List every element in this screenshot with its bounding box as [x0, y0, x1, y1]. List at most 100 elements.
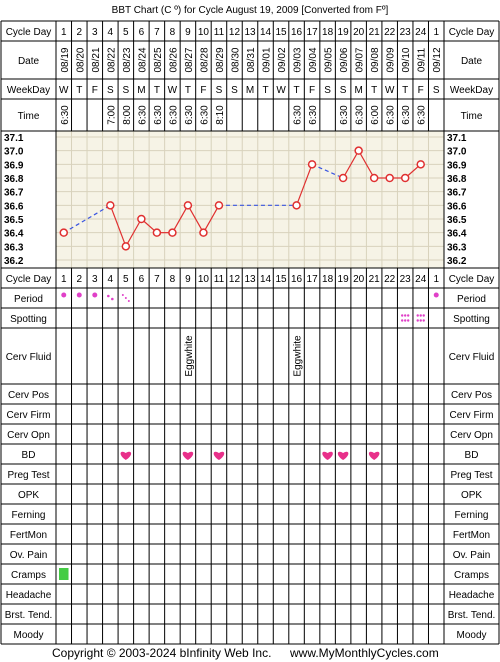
y-tick-label-right: 36.3 — [447, 242, 467, 253]
cycle-day-cell: 20 — [353, 27, 365, 38]
cycle-day-cell: 24 — [415, 27, 427, 38]
temperature-point — [292, 201, 301, 210]
cycle-day-cell: 3 — [92, 27, 98, 38]
column-headers: 11W08/196:3022T08/2033F08/2144S08/227:00… — [59, 27, 443, 285]
row-label-cerv-fluid: Cerv Fluid — [6, 352, 52, 363]
time-cell: 6:30 — [168, 105, 179, 125]
cycle-day-cell: 9 — [185, 274, 191, 285]
cycle-day-cell: 12 — [229, 274, 241, 285]
weekday-cell: W — [59, 85, 69, 96]
weekday-cell: S — [107, 85, 114, 96]
chart-frame — [0, 20, 500, 645]
cycle-day-cell: 22 — [384, 27, 396, 38]
temperature-point — [106, 201, 115, 210]
y-tick-label-right: 37.0 — [447, 147, 467, 158]
temperature-gap-segment — [311, 163, 344, 179]
cycle-day-cell: 1 — [61, 274, 67, 285]
temperature-point — [121, 242, 131, 251]
time-cell: 8:00 — [122, 105, 133, 125]
cycle-day-cell: 2 — [76, 27, 82, 38]
temperature-point — [137, 214, 146, 224]
plot-background — [56, 131, 444, 268]
y-tick-label-left: 36.3 — [4, 242, 24, 253]
temperature-point — [214, 201, 224, 210]
cycle-day-cell: 2 — [76, 274, 82, 285]
period-mark — [433, 292, 439, 298]
date-cell: 08/31 — [246, 47, 257, 72]
row-label-ferning: Ferning — [12, 510, 46, 521]
time-cell: 6:30 — [199, 105, 210, 125]
row-label-cycle-day: Cycle Day — [6, 27, 52, 38]
date-cell: 08/19 — [60, 47, 71, 72]
y-tick-label-right: 36.9 — [447, 160, 467, 171]
temperature-point — [354, 146, 363, 155]
footer-website[interactable]: www.MyMonthlyCycles.com — [289, 646, 439, 660]
cycle-day-cell: 16 — [291, 274, 303, 285]
temperature-gap-segment — [63, 204, 111, 234]
date-cell: 09/03 — [293, 47, 304, 72]
spotting-mark — [419, 319, 422, 322]
cycle-day-cell: 8 — [170, 27, 176, 38]
row-label-time: Time — [18, 111, 40, 122]
cycle-day-cell: 4 — [108, 274, 114, 285]
date-cell: 08/27 — [184, 47, 195, 72]
cycle-day-cell: 22 — [384, 274, 396, 285]
row-label-moody: Moody — [13, 630, 43, 641]
cycle-day-cell: 11 — [214, 27, 225, 38]
cycle-day-cell: 15 — [275, 274, 287, 285]
bd-heart-icon — [337, 451, 349, 460]
date-cell: 09/10 — [401, 47, 412, 72]
time-cell: 6:30 — [293, 105, 304, 125]
row-label-right-headache: Headache — [449, 590, 495, 601]
y-tick-label-right: 37.1 — [447, 133, 467, 144]
weekday-cell: F — [418, 85, 424, 96]
row-label-right-cycle-day: Cycle Day — [449, 27, 495, 38]
date-cell: 09/05 — [324, 47, 335, 72]
time-cell: 6:30 — [355, 105, 366, 125]
weekday-cell: F — [92, 85, 98, 96]
footer: Copyright © 2003-2024 bInfinity Web Inc.… — [52, 646, 439, 660]
cycle-day-cell: 14 — [260, 274, 272, 285]
date-cell: 09/11 — [417, 47, 428, 72]
cycle-day-cell: 6 — [139, 27, 145, 38]
cycle-day-cell: 7 — [154, 27, 160, 38]
row-label-right-cramps: Cramps — [454, 570, 489, 581]
row-label-right-moody: Moody — [456, 630, 486, 641]
row-label-right-weekday: WeekDay — [450, 85, 493, 96]
date-cell: 08/28 — [199, 47, 210, 72]
date-cell: 09/02 — [277, 47, 288, 72]
time-cell: 6:30 — [153, 105, 164, 125]
row-label-fertmon: FertMon — [10, 530, 47, 541]
time-cell: 6:30 — [137, 105, 148, 125]
time-cell: 6:30 — [184, 105, 195, 125]
cycle-day-cell: 23 — [400, 27, 412, 38]
spotting-mark — [416, 314, 419, 317]
row-label-right-cycle-day: Cycle Day — [449, 274, 495, 285]
cycle-day-cell: 19 — [338, 274, 350, 285]
date-cell: 09/09 — [386, 47, 397, 72]
y-tick-label-left: 36.4 — [4, 229, 24, 240]
row-label-cerv-opn: Cerv Opn — [7, 430, 50, 441]
row-label-spotting: Spotting — [10, 314, 47, 325]
cycle-day-cell: 10 — [198, 274, 210, 285]
row-label-cramps: Cramps — [11, 570, 46, 581]
weekday-cell: S — [216, 85, 223, 96]
spotting-mark — [419, 314, 422, 317]
bd-heart-icon — [322, 451, 333, 460]
weekday-cell: S — [324, 85, 331, 96]
period-mark — [127, 300, 130, 302]
weekday-cell: S — [433, 85, 440, 96]
weekday-cell: S — [123, 85, 130, 96]
cycle-day-cell: 15 — [275, 27, 287, 38]
cycle-day-cell: 23 — [400, 274, 412, 285]
time-cell: 6:30 — [308, 105, 319, 125]
cycle-day-cell: 6 — [139, 274, 145, 285]
cycle-day-cell: 9 — [185, 27, 191, 38]
row-label-period: Period — [14, 294, 43, 305]
y-tick-label-right: 36.4 — [447, 229, 467, 240]
row-label-right-period: Period — [457, 294, 486, 305]
date-cell: 08/22 — [106, 47, 117, 72]
cycle-day-cell: 19 — [338, 27, 350, 38]
date-cell: 08/25 — [153, 47, 164, 72]
row-label-cycle-day: Cycle Day — [6, 274, 52, 285]
